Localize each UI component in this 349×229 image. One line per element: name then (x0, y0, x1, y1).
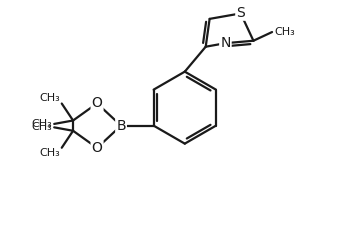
Text: CH₃: CH₃ (274, 27, 295, 37)
Text: O: O (92, 141, 103, 155)
Text: O: O (92, 96, 103, 110)
Text: CH₃: CH₃ (39, 93, 60, 103)
Text: CH₃: CH₃ (32, 119, 52, 129)
Text: S: S (236, 6, 245, 20)
Text: CH₃: CH₃ (39, 148, 60, 158)
Text: N: N (220, 35, 231, 49)
Text: B: B (116, 119, 126, 133)
Text: CH₃: CH₃ (32, 122, 52, 132)
